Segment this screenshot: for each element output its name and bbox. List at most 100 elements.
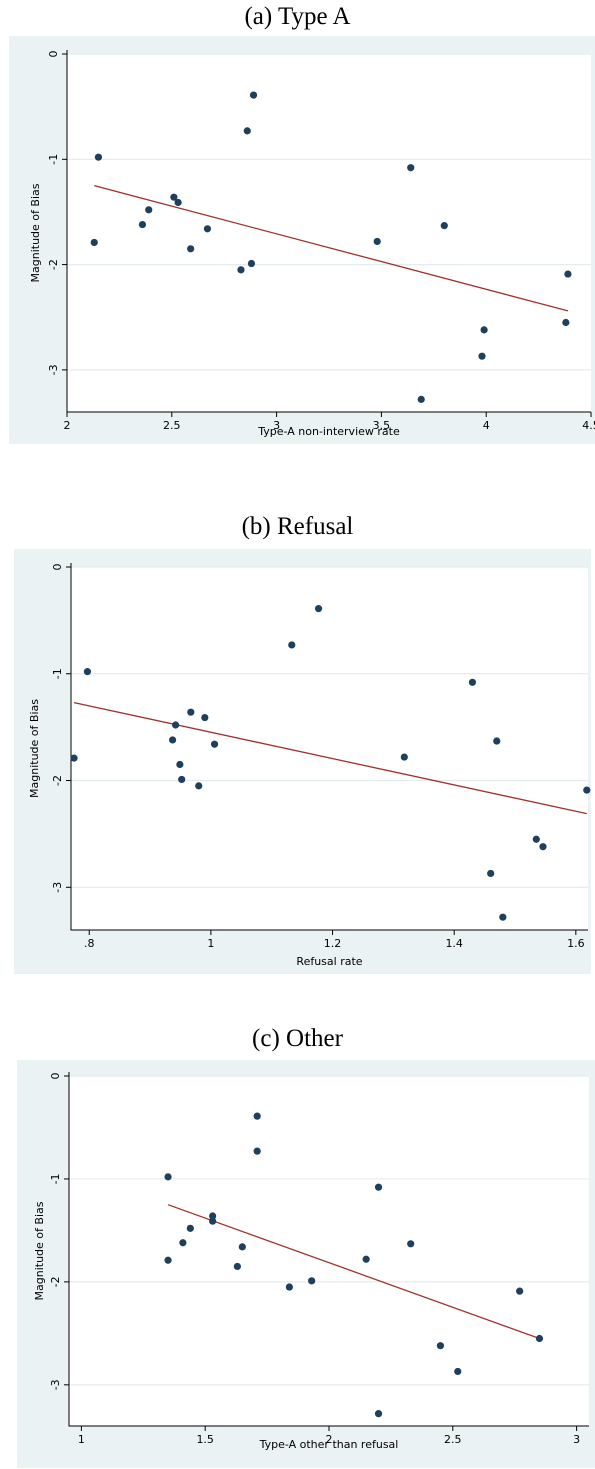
y-tick-label: -2 [51, 775, 64, 786]
data-point [186, 1224, 194, 1232]
data-point [94, 153, 103, 161]
data-point [195, 782, 203, 790]
data-point [374, 1410, 383, 1418]
data-point [203, 225, 212, 233]
data-point [308, 1277, 316, 1285]
y-axis-title: Magnitude of Bias [33, 1201, 46, 1300]
data-point [436, 1342, 445, 1350]
plot-area [71, 567, 588, 930]
x-tick-label: 4.5 [582, 419, 595, 432]
plot-area [67, 54, 591, 412]
x-tick-label: 1.4 [445, 937, 463, 950]
y-tick-label: -3 [49, 1379, 62, 1390]
data-point [440, 222, 448, 230]
data-point [468, 678, 477, 686]
data-point [168, 736, 177, 744]
y-tick-label: -2 [49, 1276, 62, 1287]
data-point [480, 326, 488, 334]
chart-title: (c) Other [252, 1025, 343, 1052]
x-tick-label: 2 [64, 419, 71, 432]
data-point [174, 198, 182, 207]
data-point [164, 1173, 172, 1181]
y-tick-label: -1 [47, 154, 60, 165]
x-tick-label: 1.6 [567, 937, 585, 950]
data-point [539, 843, 547, 851]
scatter-plot-other: 0 -1 -2 -3 1 1.5 2 2.5 3 Type-A other than refusa… [33, 1072, 589, 1451]
data-point [247, 259, 256, 268]
x-tick-label: 1 [78, 1433, 85, 1446]
y-tick-label: 0 [51, 564, 64, 571]
x-tick-label: 3 [273, 419, 280, 432]
data-point [243, 127, 251, 135]
plot-area [69, 1076, 589, 1426]
data-point [535, 1334, 544, 1343]
x-tick-label: 2 [326, 1433, 333, 1446]
data-point [532, 835, 540, 843]
data-point [400, 753, 408, 761]
data-point [233, 1262, 241, 1271]
data-point [172, 721, 180, 729]
chart-panel-type-a: (a) Type A 0 -1 -2 -3 2 2.5 3 3.5 4 4.5 Type-A non… [0, 0, 595, 444]
scatter-plot-refusal: 0 -1 -2 -3 .8 1 1.2 1.4 1.6 Refusal rate Magnitude… [28, 563, 591, 968]
data-point [288, 641, 296, 649]
data-point [209, 1217, 217, 1225]
data-point [253, 1147, 261, 1155]
y-tick-label: -1 [51, 668, 64, 679]
chart-panel-refusal: (b) Refusal 0 -1 -2 -3 .8 1 1.2 1.4 1.6 Refusal r… [0, 510, 595, 974]
x-tick-label: 1.5 [196, 1433, 214, 1446]
x-tick-label: 1.2 [324, 937, 342, 950]
plot-frame: 0 -1 -2 -3 2 2.5 3 3.5 4 4.5 Type-A non-interview … [9, 36, 595, 444]
data-point [179, 1239, 187, 1247]
x-tick-label: .8 [84, 937, 95, 950]
data-point [253, 1112, 261, 1120]
y-tick-label: -3 [51, 882, 64, 893]
data-point [83, 668, 92, 676]
x-tick-label: 3.5 [373, 419, 391, 432]
y-tick-label: -1 [49, 1173, 62, 1184]
data-point [374, 1183, 383, 1191]
data-point [487, 869, 495, 878]
data-point [170, 193, 178, 201]
chart-panel-other: (c) Other 0 -1 -2 -3 1 1.5 2 2.5 3 Type-A other t… [0, 1022, 595, 1468]
data-point [138, 220, 147, 229]
x-tick-label: 2.5 [163, 419, 181, 432]
x-tick-label: 4 [483, 419, 490, 432]
data-point [407, 164, 415, 172]
data-point [176, 760, 184, 769]
data-point [285, 1283, 293, 1291]
data-point [499, 913, 507, 921]
data-point [362, 1255, 370, 1263]
x-tick-label: 2.5 [444, 1433, 462, 1446]
data-point [178, 775, 186, 784]
x-axis-title: Refusal rate [296, 955, 362, 968]
data-point [417, 395, 425, 403]
data-point [562, 318, 570, 327]
data-point [209, 1212, 217, 1220]
data-point [187, 245, 195, 253]
x-tick-label: 1 [207, 937, 214, 950]
scatter-plot-type-a: 0 -1 -2 -3 2 2.5 3 3.5 4 4.5 Type-A non-interview … [29, 50, 595, 438]
y-tick-label: 0 [49, 1073, 62, 1080]
data-point [210, 740, 219, 748]
data-point [70, 754, 78, 762]
data-point [249, 91, 258, 99]
fit-line [94, 184, 569, 312]
data-point [238, 1243, 246, 1251]
chart-title: (a) Type A [244, 3, 351, 30]
data-point [145, 206, 153, 214]
data-point [314, 605, 323, 613]
x-axis-title: Type-A other than refusal [259, 1438, 399, 1451]
chart-title: (b) Refusal [241, 513, 354, 540]
data-point [454, 1367, 462, 1376]
data-point [493, 737, 501, 745]
data-point [564, 270, 572, 278]
y-tick-label: -3 [47, 364, 60, 375]
fit-line [73, 701, 587, 815]
y-tick-label: 0 [47, 51, 60, 58]
y-axis-title: Magnitude of Bias [28, 699, 41, 798]
data-point [237, 266, 245, 274]
data-point [478, 352, 486, 360]
y-axis-title: Magnitude of Bias [29, 183, 42, 282]
data-point [583, 786, 591, 794]
y-tick-label: -2 [47, 259, 60, 270]
